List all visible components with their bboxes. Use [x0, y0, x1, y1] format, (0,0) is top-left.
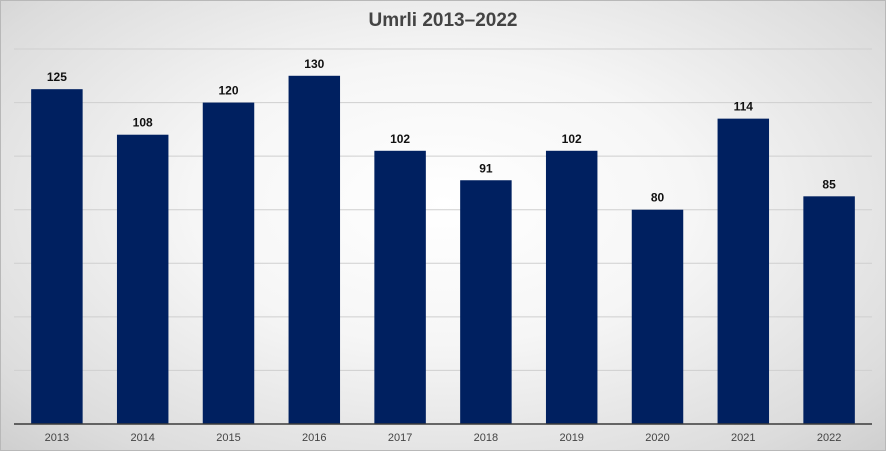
- x-tick-label-2020: 2020: [645, 432, 669, 444]
- bar-2015: [202, 102, 255, 425]
- x-tick-label-2018: 2018: [474, 432, 498, 444]
- bar-2016: [288, 75, 341, 425]
- bar-2014: [116, 134, 169, 424]
- chart-title: Umrli 2013–2022: [368, 10, 518, 31]
- data-label-2019: 102: [562, 132, 582, 146]
- data-label-2018: 91: [479, 161, 493, 175]
- x-tick-label-2021: 2021: [731, 432, 755, 444]
- data-label-2016: 130: [304, 57, 324, 71]
- x-tick-label-2015: 2015: [216, 432, 240, 444]
- x-tick-label-2017: 2017: [388, 432, 412, 444]
- bar-2013: [31, 89, 83, 424]
- data-label-2021: 114: [734, 100, 754, 114]
- x-tick-label-2022: 2022: [817, 432, 841, 444]
- x-tick-label-2019: 2019: [559, 432, 583, 444]
- bar-2021: [717, 118, 770, 425]
- data-label-2020: 80: [651, 191, 665, 205]
- data-label-2017: 102: [390, 132, 410, 146]
- x-tick-label-2016: 2016: [302, 432, 326, 444]
- bar-2022: [803, 196, 855, 424]
- data-label-2014: 108: [133, 116, 153, 130]
- bar-2020: [631, 209, 684, 424]
- data-label-2022: 85: [822, 177, 836, 191]
- bar-2018: [460, 180, 512, 424]
- data-label-2013: 125: [47, 70, 67, 84]
- data-label-2015: 120: [218, 84, 238, 98]
- x-tick-label-2014: 2014: [130, 432, 154, 444]
- bar-2017: [374, 150, 426, 425]
- x-tick-label-2013: 2013: [45, 432, 69, 444]
- bar-2019: [545, 150, 598, 425]
